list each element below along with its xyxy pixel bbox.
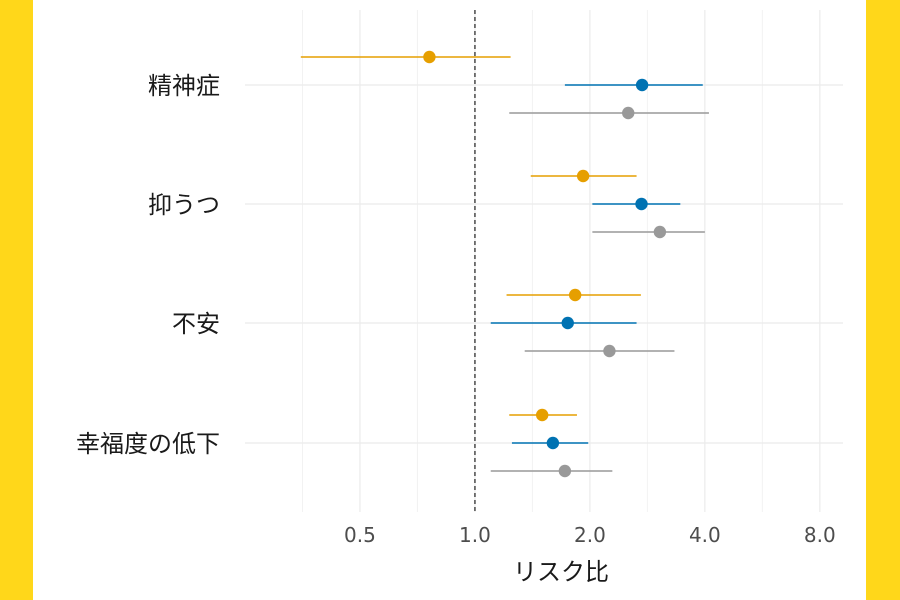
- chart-canvas: 0.5 1.0 2.0 4.0 8.0 精神症抑うつ不安幸福度の低下 リスク比: [33, 0, 866, 600]
- x-tick-label: 2.0: [574, 523, 606, 547]
- category-label: 精神症: [148, 72, 220, 100]
- point-estimate: [653, 225, 667, 239]
- point-estimate: [535, 408, 549, 422]
- grid-layer: [245, 10, 843, 512]
- category-label: 幸福度の低下: [76, 430, 220, 458]
- category-label: 不安: [172, 310, 220, 338]
- point-layer: [423, 50, 667, 478]
- point-estimate: [558, 464, 572, 478]
- point-estimate: [546, 436, 560, 450]
- point-estimate: [561, 316, 574, 330]
- point-estimate: [423, 50, 436, 64]
- point-estimate: [576, 169, 590, 183]
- x-tick-label: 1.0: [459, 523, 491, 547]
- x-tick-label: 4.0: [689, 523, 721, 547]
- x-tick-label: 0.5: [344, 523, 376, 547]
- point-estimate: [603, 344, 616, 358]
- category-label: 抑うつ: [148, 191, 220, 219]
- x-tick-label: 8.0: [804, 523, 836, 547]
- point-estimate: [568, 288, 582, 302]
- point-estimate: [635, 78, 649, 92]
- point-estimate: [635, 197, 648, 211]
- point-estimate: [622, 106, 635, 120]
- x-axis-title: リスク比: [513, 558, 609, 586]
